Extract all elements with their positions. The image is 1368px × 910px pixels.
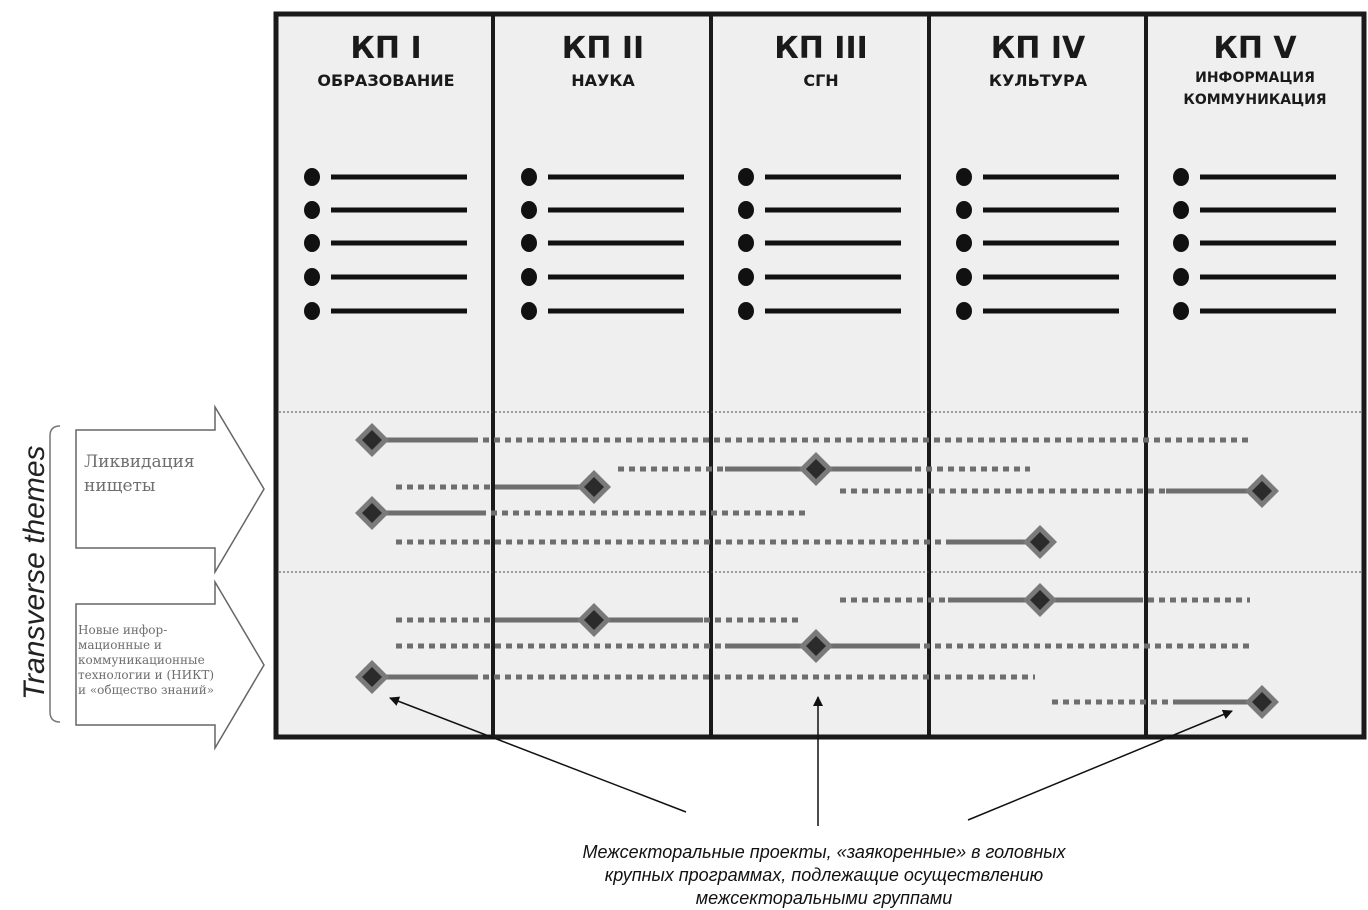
- bullet-dot: [1173, 234, 1189, 252]
- anchor-diamond-inner: [1030, 532, 1050, 552]
- bullet-dot: [304, 234, 320, 252]
- column-title: КП IV: [991, 31, 1086, 66]
- bullet-dot: [1173, 268, 1189, 286]
- bullet-dot: [738, 302, 754, 320]
- column-subtitle: ОБРАЗОВАНИЕ: [317, 71, 454, 90]
- bullet-dot: [304, 302, 320, 320]
- bullet-dot: [738, 268, 754, 286]
- caption-line: крупных программах, подлежащие осуществл…: [605, 865, 1043, 885]
- column-subtitle: КУЛЬТУРА: [989, 71, 1088, 90]
- theme-label: и «общество знаний»: [78, 683, 214, 697]
- theme-label: Ликвидация: [84, 452, 195, 472]
- grid-background: [273, 11, 1367, 740]
- theme-label: коммуникационные: [78, 653, 205, 667]
- callout-arrow: [389, 696, 687, 813]
- bullet-dot: [1173, 168, 1189, 186]
- column-subtitle: НАУКА: [571, 71, 635, 90]
- diagram-caption: Межсекторальные проекты, «заякоренные» в…: [583, 842, 1067, 908]
- bullet-dot: [738, 168, 754, 186]
- anchor-diamond-inner: [584, 477, 604, 497]
- bullet-dot: [521, 168, 537, 186]
- column-title: КП V: [1213, 31, 1297, 66]
- theme-label: нищеты: [84, 476, 155, 496]
- programme-grid: [273, 11, 1367, 740]
- theme-arrow: [75, 404, 265, 575]
- bullet-dot: [304, 201, 320, 219]
- column-subtitle: СГН: [803, 71, 838, 90]
- transverse-themes: Transverse themes Ликвидация нищеты Новы…: [18, 404, 265, 751]
- bullet-dot: [304, 268, 320, 286]
- bullet-dot: [521, 234, 537, 252]
- anchor-diamond-inner: [584, 610, 604, 630]
- anchor-diamond-inner: [362, 503, 382, 523]
- column-headers: КП I ОБРАЗОВАНИЕ КП II НАУКА КП III СГН …: [317, 31, 1326, 108]
- anchor-diamond-inner: [362, 667, 382, 687]
- programme-bullet-lists: [304, 168, 1336, 320]
- column-title: КП I: [350, 31, 421, 66]
- bullet-dot: [1173, 201, 1189, 219]
- theme-label: Новые инфор-: [78, 623, 167, 637]
- bullet-dot: [1173, 302, 1189, 320]
- caption-line: межсекторальными группами: [696, 888, 952, 908]
- anchor-diamond-inner: [1030, 590, 1050, 610]
- anchor-diamond-inner: [362, 430, 382, 450]
- column-subtitle: КОММУНИКАЦИЯ: [1183, 92, 1326, 108]
- column-subtitle: ИНФОРМАЦИЯ: [1195, 70, 1315, 86]
- theme-label: технологии и (НИКТ): [78, 668, 214, 682]
- anchor-diamond-inner: [806, 459, 826, 479]
- bullet-dot: [956, 268, 972, 286]
- cross-sector-projects: [355, 423, 1279, 719]
- bullet-dot: [304, 168, 320, 186]
- side-label: Transverse themes: [18, 445, 51, 700]
- bullet-dot: [521, 268, 537, 286]
- anchor-diamond-inner: [806, 636, 826, 656]
- bullet-dot: [521, 201, 537, 219]
- anchor-diamond-inner: [1252, 692, 1272, 712]
- bullet-dot: [521, 302, 537, 320]
- theme-label: мационные и: [78, 638, 162, 652]
- bullet-dot: [956, 201, 972, 219]
- column-title: КП III: [774, 31, 868, 66]
- callout-arrow: [967, 709, 1233, 821]
- bullet-dot: [738, 201, 754, 219]
- bullet-dot: [956, 302, 972, 320]
- bullet-dot: [956, 234, 972, 252]
- column-title: КП II: [562, 31, 644, 66]
- anchor-diamond-inner: [1252, 481, 1272, 501]
- bullet-dot: [738, 234, 754, 252]
- theme-arrow: [75, 579, 265, 751]
- theme-bracket: [49, 425, 61, 723]
- callout-arrows: [389, 696, 1233, 826]
- caption-line: Межсекторальные проекты, «заякоренные» в…: [583, 842, 1067, 862]
- bullet-dot: [956, 168, 972, 186]
